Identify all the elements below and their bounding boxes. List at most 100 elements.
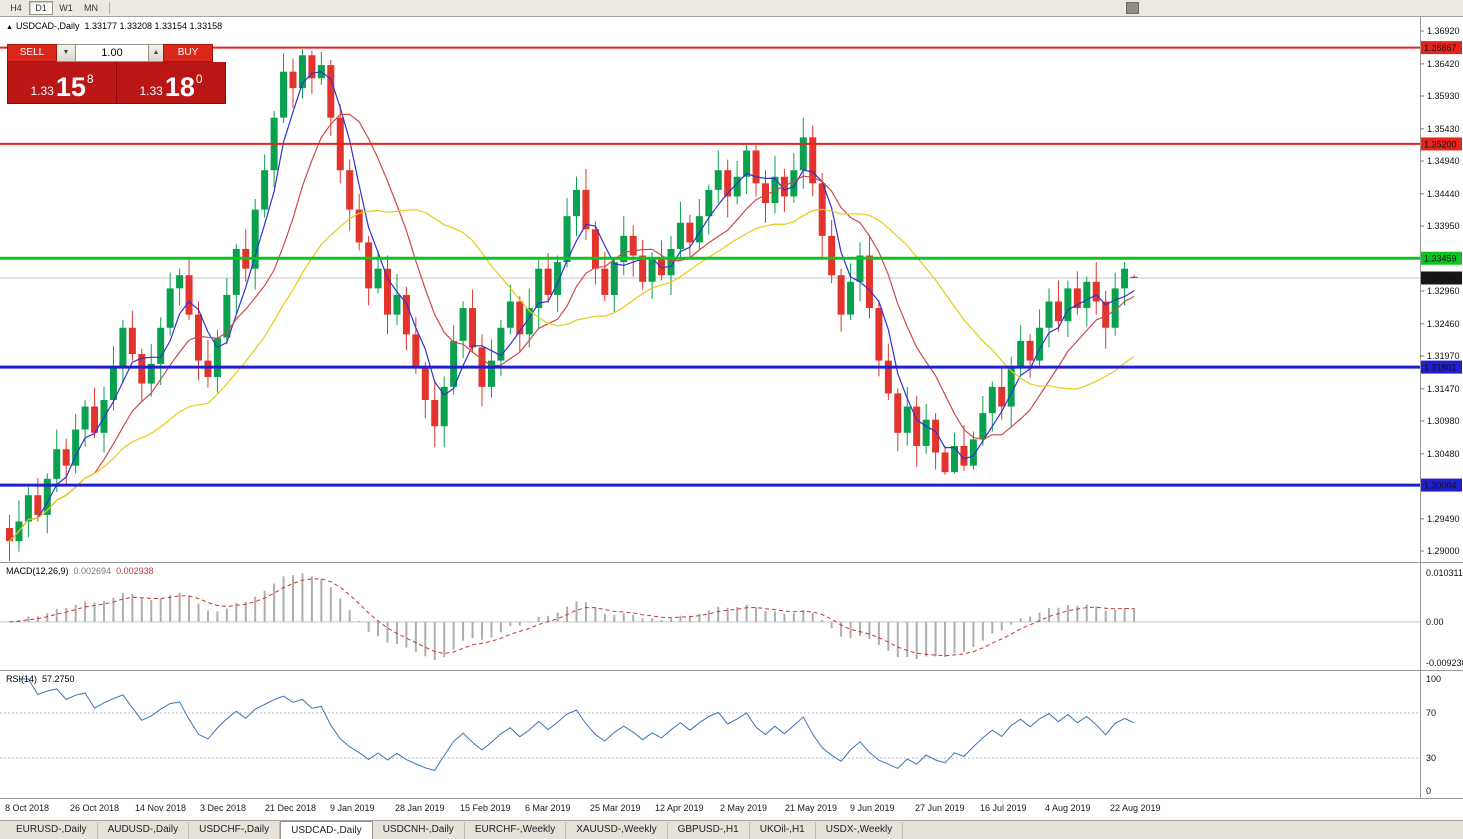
candle bbox=[53, 429, 61, 492]
date-label: 27 Jun 2019 bbox=[915, 803, 965, 813]
price-tick-label: 1.29000 bbox=[1427, 546, 1460, 556]
candle bbox=[1064, 280, 1072, 337]
candle bbox=[119, 319, 127, 383]
buy-button[interactable]: BUY bbox=[163, 44, 213, 62]
candle bbox=[128, 310, 136, 361]
candle bbox=[355, 193, 363, 251]
date-label: 3 Dec 2018 bbox=[200, 803, 247, 813]
candle bbox=[591, 221, 599, 285]
price-badge: 1.33158 bbox=[1421, 271, 1462, 285]
chart-tab-usdcad[interactable]: USDCAD-,Daily bbox=[280, 821, 373, 839]
candle bbox=[1073, 271, 1081, 315]
candle bbox=[232, 243, 240, 314]
date-label: 21 Dec 2018 bbox=[265, 803, 317, 813]
candle bbox=[809, 125, 817, 197]
candle bbox=[658, 240, 666, 281]
sell-price[interactable]: 1.33 15 8 bbox=[8, 62, 116, 103]
candle bbox=[62, 438, 70, 487]
rsi-axis-label: 100 bbox=[1426, 674, 1441, 684]
main-chart[interactable]: 1.36920 1.36420 1.35930 1.35430 1.34940 1.344… bbox=[0, 17, 1463, 562]
date-label: 25 Mar 2019 bbox=[590, 803, 641, 813]
candle bbox=[847, 263, 855, 320]
chart-tab-ukoil[interactable]: UKOil-,H1 bbox=[750, 822, 816, 839]
symbol-info-line: ▲ USDCAD-,Daily 1.33177 1.33208 1.33154 1.… bbox=[6, 21, 222, 31]
macd-signal-line bbox=[9, 578, 1135, 657]
macd-label: MACD(12,26,9) 0.002694 0.002938 bbox=[6, 566, 154, 576]
date-label: 26 Oct 2018 bbox=[70, 803, 120, 813]
ma-slow-line bbox=[9, 208, 1135, 542]
candle bbox=[204, 339, 212, 388]
rsi-chart[interactable]: 100 70 30 0 bbox=[0, 671, 1463, 798]
candle bbox=[91, 388, 99, 439]
volume-decrease-button[interactable]: ▼ bbox=[57, 44, 76, 62]
macd-chart[interactable]: 0.010311 0.00 -0.0092303 bbox=[0, 563, 1463, 670]
chart-tab-eurchf[interactable]: EURCHF-,Weekly bbox=[465, 822, 567, 839]
timeframe-button-w1[interactable]: W1 bbox=[59, 3, 73, 13]
candle bbox=[459, 301, 467, 358]
price-tick-label: 1.35430 bbox=[1427, 124, 1460, 134]
candle bbox=[213, 329, 221, 393]
chart-tab-eurusd[interactable]: EURUSD-,Daily bbox=[6, 822, 98, 839]
chart-tab-gbpusd[interactable]: GBPUSD-,H1 bbox=[668, 822, 750, 839]
candle bbox=[72, 413, 80, 474]
candle bbox=[780, 168, 788, 213]
svg-text:1.33459: 1.33459 bbox=[1424, 254, 1457, 264]
candle bbox=[81, 399, 89, 447]
volume-increase-button[interactable]: ▲ bbox=[149, 44, 163, 62]
candle bbox=[147, 344, 155, 397]
candle bbox=[610, 256, 618, 314]
svg-text:1.30004: 1.30004 bbox=[1424, 481, 1457, 491]
rsi-name: RSI(14) bbox=[6, 674, 38, 684]
candle bbox=[865, 234, 873, 319]
chart-tab-usdx[interactable]: USDX-,Weekly bbox=[816, 822, 904, 839]
candle bbox=[828, 220, 836, 284]
buy-price[interactable]: 1.33 18 0 bbox=[116, 62, 225, 103]
candle bbox=[1045, 288, 1053, 348]
svg-text:1.31801: 1.31801 bbox=[1424, 363, 1457, 373]
date-label: 8 Oct 2018 bbox=[5, 803, 50, 813]
candle bbox=[818, 172, 826, 257]
candle bbox=[298, 49, 306, 99]
time-axis[interactable]: 8 Oct 2018 26 Oct 2018 14 Nov 2018 3 Dec 20… bbox=[0, 798, 1463, 820]
candle bbox=[913, 396, 921, 467]
sell-price-pips: 15 bbox=[55, 71, 86, 102]
candle bbox=[516, 296, 524, 353]
rsi-panel: 100 70 30 0 RSI(14) 57.2750 bbox=[0, 670, 1463, 798]
candle bbox=[506, 284, 514, 335]
candle bbox=[582, 168, 590, 240]
macd-panel: 0.010311 0.00 -0.0092303 MACD(12,26,9) 0.00… bbox=[0, 562, 1463, 670]
price-badge: 1.31801 bbox=[1421, 360, 1462, 374]
candle bbox=[1130, 274, 1138, 279]
ma-fast-line bbox=[9, 71, 1135, 542]
timeframe-button-d1[interactable]: D1 bbox=[29, 1, 53, 15]
sell-button[interactable]: SELL bbox=[7, 44, 57, 62]
candle bbox=[393, 273, 401, 326]
candle bbox=[601, 251, 609, 302]
timeframe-toolbar: H4 D1 W1 MN bbox=[0, 0, 1463, 17]
candle bbox=[478, 334, 486, 407]
chart-tab-audusd[interactable]: AUDUSD-,Daily bbox=[98, 822, 190, 839]
date-label: 4 Aug 2019 bbox=[1045, 803, 1091, 813]
volume-input[interactable] bbox=[76, 44, 149, 62]
timeframe-button-mn[interactable]: MN bbox=[84, 3, 98, 13]
candle bbox=[884, 343, 892, 400]
timeframe-button-h4[interactable]: H4 bbox=[10, 3, 22, 13]
candle bbox=[988, 381, 996, 432]
candle bbox=[1102, 291, 1110, 349]
chart-tab-usdcnh[interactable]: USDCNH-,Daily bbox=[373, 822, 465, 839]
candle bbox=[648, 252, 656, 299]
candle bbox=[875, 300, 883, 377]
candle bbox=[384, 255, 391, 335]
candle bbox=[1026, 334, 1034, 378]
svg-text:1.35200: 1.35200 bbox=[1424, 139, 1457, 149]
chart-tab-usdchf[interactable]: USDCHF-,Daily bbox=[189, 822, 281, 839]
candle bbox=[1083, 276, 1091, 327]
candle bbox=[979, 396, 987, 446]
chart-tab-xauusd[interactable]: XAUUSD-,Weekly bbox=[566, 822, 668, 839]
toolbar-misc-button[interactable] bbox=[1126, 2, 1139, 14]
price-badge: 1.30004 bbox=[1421, 478, 1462, 492]
price-tick-label: 1.32460 bbox=[1427, 319, 1460, 329]
rsi-label: RSI(14) 57.2750 bbox=[6, 674, 75, 684]
price-badge: 1.36667 bbox=[1421, 41, 1462, 55]
